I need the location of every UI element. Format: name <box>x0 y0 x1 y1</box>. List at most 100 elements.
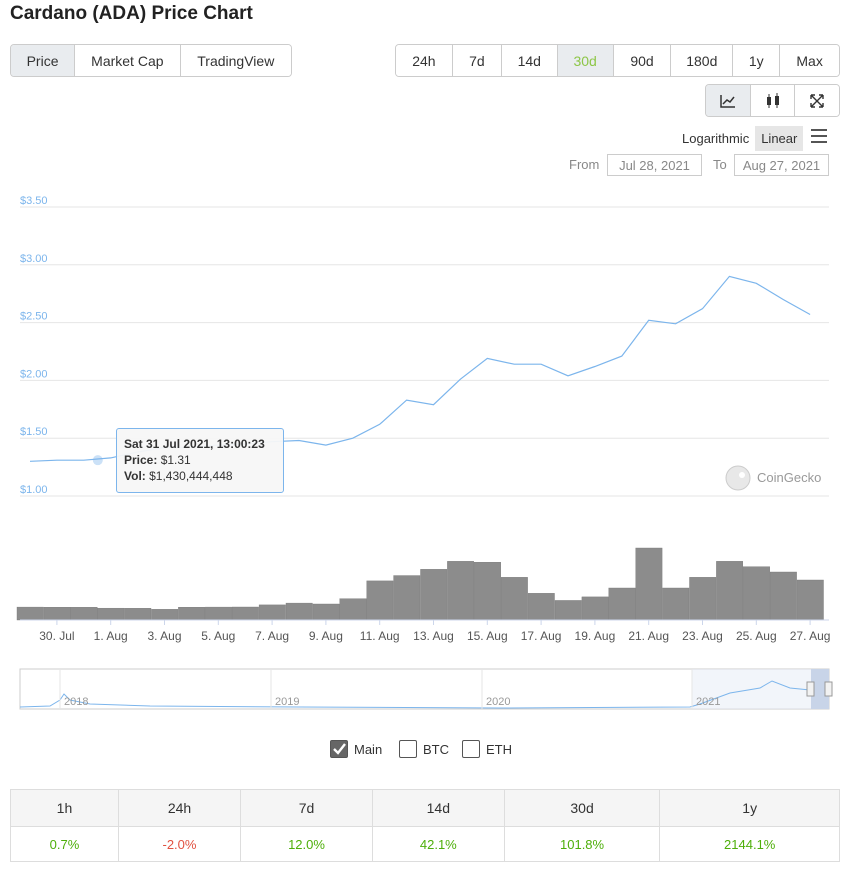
range-button[interactable]: 90d <box>612 45 671 76</box>
checkbox-label: Main <box>354 742 383 757</box>
line-icon <box>720 94 735 108</box>
table-header: 24h <box>117 789 242 827</box>
table-cell: 42.1% <box>371 826 505 862</box>
navigator-year: 2018 <box>64 696 88 708</box>
navigator-line <box>19 680 830 709</box>
table-cell: 101.8% <box>503 826 661 862</box>
volume-bar <box>608 587 636 621</box>
table-header: 30d <box>503 789 661 827</box>
scale-button[interactable]: Logarithmic <box>682 130 750 146</box>
range-button[interactable]: 30d <box>556 45 613 76</box>
from-input[interactable]: Jul 28, 2021 <box>607 154 702 176</box>
table-cell: 12.0% <box>240 826 373 862</box>
navigator-handle[interactable] <box>806 681 815 697</box>
x-tick-label: 13. Aug <box>413 629 454 643</box>
tooltip-price: $1.31 <box>160 453 191 467</box>
check-mark <box>333 743 346 755</box>
tooltip-vol: $1,430,444,448 <box>149 469 233 483</box>
volume-bar <box>420 569 448 621</box>
line-icon-button[interactable] <box>706 85 750 116</box>
table-header-row: 1h 24h 7d 14d 30d 1y <box>10 789 840 827</box>
table-cell: 2144.1% <box>659 826 840 862</box>
range-button[interactable]: 1y <box>732 45 780 76</box>
tab-button[interactable]: Market Cap <box>74 45 180 76</box>
volume-bar <box>312 603 340 621</box>
y-tick-label: $3.50 <box>20 195 48 207</box>
volume-bar <box>393 575 421 621</box>
table-header: 14d <box>371 789 505 827</box>
checkbox[interactable] <box>330 740 348 758</box>
x-tick-label: 27. Aug <box>790 629 831 643</box>
checkbox-label: BTC <box>423 742 449 757</box>
range-button[interactable]: 7d <box>451 45 501 76</box>
x-tick-label: 7. Aug <box>255 629 289 643</box>
scale-button[interactable]: Linear <box>755 125 804 151</box>
volume-bar <box>43 607 71 621</box>
x-tick-label: 25. Aug <box>736 629 777 643</box>
y-tick-label: $3.00 <box>20 253 48 265</box>
volume-bar <box>689 577 717 621</box>
x-tick-label: 15. Aug <box>467 629 508 643</box>
checkbox[interactable] <box>462 740 480 758</box>
table-header: 1h <box>10 789 119 827</box>
tooltip-vol-label: Vol: <box>124 469 146 483</box>
x-tick-label: 21. Aug <box>628 629 669 643</box>
navigator-selection[interactable] <box>811 669 829 709</box>
to-label: To <box>713 157 727 172</box>
y-tick-label: $1.00 <box>20 484 48 496</box>
y-tick-label: $2.00 <box>20 368 48 380</box>
y-tick-label: $1.50 <box>20 426 48 438</box>
navigator-window <box>692 669 829 709</box>
chart-type-group <box>705 84 840 117</box>
volume-bar <box>635 547 663 621</box>
volume-bar <box>474 562 501 621</box>
x-tick-label: 9. Aug <box>309 629 343 643</box>
volume-bar <box>16 606 44 621</box>
volume-bar <box>124 608 152 621</box>
scale-toggle: Logarithmic Linear <box>676 125 804 151</box>
expand-icon <box>810 93 824 108</box>
volume-bar <box>205 606 232 621</box>
x-tick-label: 3. Aug <box>147 629 181 643</box>
watermark: CoinGecko <box>725 465 821 491</box>
candle-icon-button[interactable] <box>749 85 795 116</box>
checkbox[interactable] <box>399 740 417 758</box>
tab-button[interactable]: Price <box>11 45 75 76</box>
volume-bar <box>796 579 824 621</box>
checkbox-label: ETH <box>486 742 512 757</box>
volume-bar <box>339 598 367 621</box>
range-button[interactable]: Max <box>779 45 839 76</box>
x-tick-label: 1. Aug <box>94 629 128 643</box>
range-button[interactable]: 24h <box>396 45 452 76</box>
range-button[interactable]: 180d <box>670 45 733 76</box>
tooltip-price-label: Price: <box>124 453 158 467</box>
volume-bar <box>554 600 582 621</box>
volume-bar <box>527 593 555 621</box>
volume-bar <box>231 606 259 621</box>
volume-bar <box>178 607 205 621</box>
page-title: Cardano (ADA) Price Chart <box>10 3 253 24</box>
tab-button[interactable]: TradingView <box>179 45 291 76</box>
volume-bar <box>151 609 179 621</box>
tooltip: Sat 31 Jul 2021, 13:00:23 Price: $1.31 V… <box>116 428 284 493</box>
navigator-handle[interactable] <box>824 681 833 697</box>
volume-bar <box>285 602 313 621</box>
y-tick-label: $2.50 <box>20 311 48 323</box>
price-chart: CoinGecko $1.00 $1.50 $2.00 $2.50 $3.00 $3.50… <box>16 195 833 710</box>
to-input[interactable]: Aug 27, 2021 <box>734 154 829 176</box>
x-tick-label: 11. Aug <box>360 629 400 643</box>
menu-icon[interactable] <box>811 129 827 143</box>
volume-bar <box>70 607 98 621</box>
volume-bar <box>501 577 528 621</box>
change-table: 1h 24h 7d 14d 30d 1y 0.7% -2.0% 12.0% 42.1% 101.8… <box>10 789 840 862</box>
range-group: 24h 7d 14d 30d 90d 180d 1y Max <box>395 44 840 77</box>
volume-bar <box>770 571 797 621</box>
tooltip-title: Sat 31 Jul 2021, 13:00:23 <box>124 437 265 451</box>
watermark-text: CoinGecko <box>757 470 821 485</box>
volume-bar <box>662 587 690 621</box>
navigator-year: 2021 <box>696 696 720 708</box>
range-button[interactable]: 14d <box>500 45 557 76</box>
table-cell: -2.0% <box>117 826 242 862</box>
expand-icon-button[interactable] <box>794 85 839 116</box>
